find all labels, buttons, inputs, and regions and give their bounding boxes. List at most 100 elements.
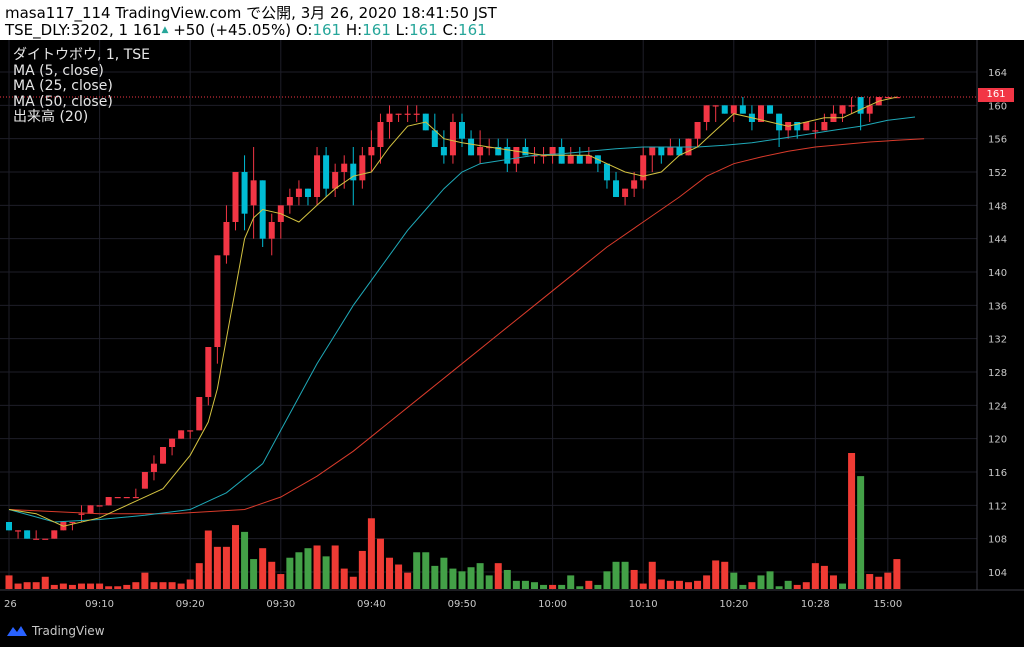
volume-bar — [703, 575, 711, 589]
candle-body — [468, 138, 475, 156]
legend-ma25: MA (25, close) — [13, 78, 113, 94]
candle-body — [214, 255, 221, 347]
candle-body — [812, 130, 819, 132]
candle-body — [250, 180, 257, 206]
candle-body — [794, 122, 801, 131]
candle-body — [676, 147, 683, 156]
time-tick-label: 09:50 — [448, 599, 477, 610]
candle-body — [368, 147, 375, 156]
volume-bar — [585, 580, 593, 589]
volume-bar — [186, 579, 194, 589]
candle-body — [667, 147, 674, 156]
candle-body — [486, 147, 493, 149]
volume-bar — [848, 453, 856, 589]
candle-body — [295, 188, 302, 197]
candle-body — [803, 122, 810, 131]
time-tick-label: 10:28 — [801, 599, 830, 610]
candle-body — [893, 97, 900, 99]
volume-bar — [866, 574, 874, 589]
candle-body — [622, 188, 629, 197]
volume-bar — [340, 568, 348, 589]
volume-bar — [313, 545, 321, 589]
close-value: 161 — [458, 21, 487, 39]
candle-body — [495, 147, 502, 156]
candle-body — [585, 155, 592, 164]
price-change: +50 (+45.05%) — [173, 21, 292, 39]
candle-body — [739, 105, 746, 114]
price-tick-label: 152 — [988, 168, 1007, 179]
volume-bar — [648, 561, 656, 589]
volume-bar — [367, 518, 375, 589]
volume-bar — [775, 586, 783, 589]
volume-bar — [458, 571, 466, 589]
candle-body — [540, 155, 547, 157]
volume-bar — [476, 563, 484, 589]
volume-bar — [594, 584, 602, 589]
candle-body — [866, 105, 873, 114]
volume-bar — [712, 560, 720, 589]
candle-body — [767, 105, 774, 114]
price-tick-label: 160 — [988, 101, 1007, 112]
candle-body — [314, 155, 321, 197]
volume-bar — [549, 584, 557, 589]
candle-body — [15, 530, 22, 532]
last-price: 161 — [132, 21, 162, 39]
volume-bar — [386, 557, 394, 589]
volume-bar — [630, 569, 638, 589]
volume-bar — [576, 586, 584, 589]
volume-bar — [123, 584, 131, 589]
price-tick-label: 124 — [988, 401, 1007, 412]
volume-bar — [512, 580, 520, 589]
volume-bar — [757, 575, 765, 589]
volume-bar — [666, 580, 674, 589]
volume-bar — [639, 583, 647, 589]
candle-body — [96, 505, 103, 507]
volume-bar — [376, 538, 384, 589]
volume-bar — [59, 583, 67, 589]
volume-bar — [440, 557, 448, 589]
candle-body — [576, 155, 583, 164]
legend-title: ダイトウボウ, 1, TSE — [13, 47, 150, 63]
candle-body — [884, 97, 891, 99]
price-tick-label: 120 — [988, 435, 1007, 446]
candle-body — [51, 530, 58, 539]
candle-body — [377, 122, 384, 147]
ma25-line — [8, 116, 916, 523]
volume-bar — [675, 580, 683, 589]
symbol-info: TSE_DLY:3202, 1 161▲ +50 (+45.05%) O:161… — [5, 21, 487, 39]
candle-body — [24, 530, 31, 539]
time-tick-label: 09:40 — [357, 599, 386, 610]
candle-body — [649, 147, 656, 156]
candle-body — [132, 497, 139, 499]
volume-bar — [530, 582, 538, 589]
candle-body — [323, 155, 330, 189]
volume-bar — [540, 584, 548, 589]
price-tick-label: 144 — [988, 235, 1007, 246]
volume-bar — [241, 531, 249, 589]
volume-bar — [811, 563, 819, 589]
volume-bar — [685, 582, 692, 589]
candle-body — [757, 105, 764, 122]
candle-body — [730, 105, 737, 114]
volume-bar — [893, 559, 901, 589]
tradingview-brand: TradingView — [32, 624, 105, 638]
volume-bar — [23, 582, 31, 589]
volume-bar — [213, 546, 221, 589]
volume-bar — [467, 567, 475, 589]
volume-bar — [793, 584, 801, 589]
volume-bar — [820, 565, 828, 589]
volume-bar — [150, 582, 158, 589]
volume-bar — [358, 550, 366, 589]
price-tick-label: 140 — [988, 268, 1007, 279]
candle-body — [169, 438, 176, 447]
candle-body — [78, 513, 85, 515]
volume-bar — [739, 584, 747, 589]
high-value: 161 — [362, 21, 391, 39]
volume-bar — [784, 580, 792, 589]
candle-body — [776, 113, 783, 131]
time-tick-label: 10:00 — [538, 599, 567, 610]
price-chart[interactable]: 104 108 112 116 120 124 128 132 136 140 144 148 152 1… — [0, 40, 1024, 618]
volume-bar — [114, 586, 122, 589]
volume-bar — [603, 571, 611, 589]
volume-bar — [612, 561, 620, 589]
